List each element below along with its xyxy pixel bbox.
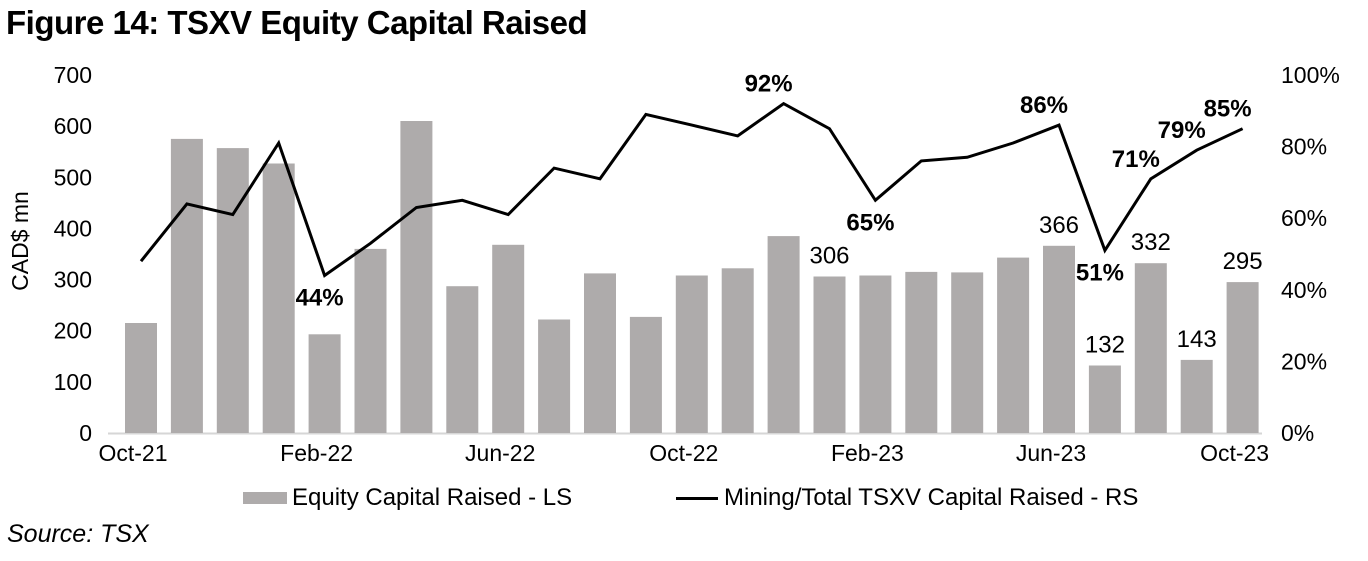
bar-series-swatch	[243, 492, 287, 504]
source-note: Source: TSX	[7, 520, 149, 548]
bar-Dec-22	[767, 236, 800, 433]
line-value-label-Feb-22: 44%	[296, 285, 344, 312]
bar-Oct-21	[125, 323, 157, 433]
line-value-label-Sep-23: 79%	[1158, 117, 1206, 144]
left-axis-title: CAD$ mn	[7, 191, 33, 291]
bar-Feb-23	[859, 275, 892, 433]
x-axis-tick-Oct-22: Oct-22	[649, 440, 718, 466]
bar-Oct-22	[675, 275, 708, 433]
legend-item-mining-ratio: Mining/Total TSXV Capital Raised - RS	[676, 484, 1138, 512]
left-axis-tick-600: 600	[54, 113, 92, 139]
x-axis-tick-Oct-23: Oct-23	[1200, 440, 1269, 466]
legend-label-line: Mining/Total TSXV Capital Raised - RS	[724, 484, 1139, 511]
bar-Apr-23	[951, 272, 984, 433]
right-axis-tick-80: 80%	[1281, 134, 1327, 160]
left-axis-tick-700: 700	[54, 62, 92, 88]
right-axis-tick-20: 20%	[1281, 348, 1327, 374]
x-axis-tick-Jun-22: Jun-22	[465, 440, 535, 466]
legend-item-equity-capital: Equity Capital Raised - LS	[243, 484, 572, 512]
bar-Jul-22	[538, 319, 571, 433]
left-axis-tick-100: 100	[54, 369, 92, 395]
line-series-mining-ratio	[139, 101, 1244, 278]
left-axis-tick-500: 500	[54, 164, 92, 190]
x-axis-tick-Feb-22: Feb-22	[280, 440, 353, 466]
bar-Jan-22	[262, 163, 295, 433]
bar-value-label-Jan-23: 306	[809, 243, 849, 270]
bar-Dec-21	[216, 148, 249, 433]
bar-Nov-21	[170, 138, 203, 433]
bar-May-22	[446, 286, 479, 433]
chart-title: Figure 14: TSXV Equity Capital Raised	[6, 4, 588, 41]
left-axis-tick-200: 200	[54, 318, 92, 344]
bar-May-23	[997, 257, 1030, 433]
bar-Jun-23	[1043, 245, 1075, 433]
line-value-label-Jun-23: 86%	[1020, 92, 1068, 119]
bar-value-label-Sep-23: 143	[1177, 326, 1217, 353]
bar-Jul-23	[1088, 365, 1121, 433]
bar-Feb-22	[308, 334, 341, 433]
bar-Jan-23	[813, 276, 846, 433]
bar-Jun-22	[492, 244, 525, 433]
bar-value-label-Jun-23: 366	[1039, 212, 1079, 239]
bar-value-label-Oct-23: 295	[1223, 248, 1263, 275]
line-series-swatch	[676, 496, 718, 500]
left-axis-tick-400: 400	[54, 215, 92, 241]
bar-value-label-Aug-23: 332	[1131, 229, 1171, 256]
bar-Mar-23	[905, 271, 938, 433]
legend-label-bar: Equity Capital Raised - LS	[292, 484, 573, 511]
bar-value-label-Jul-23: 132	[1085, 332, 1125, 359]
x-axis-tick-Feb-23: Feb-23	[831, 440, 904, 466]
bar-Mar-22	[354, 248, 387, 433]
bar-Sep-22	[629, 316, 662, 433]
right-axis-tick-60: 60%	[1281, 205, 1327, 231]
right-axis-tick-0: 0%	[1281, 420, 1314, 446]
bar-Aug-22	[584, 273, 616, 433]
bar-Sep-23	[1180, 359, 1213, 433]
right-axis-tick-100: 100%	[1281, 62, 1340, 88]
chart-canvas: 700 600 500 400 300 200 100 0 CAD$ mn 100% 80% 60% 4…	[7, 62, 1340, 466]
bar-Apr-22	[400, 121, 433, 433]
bar-Oct-23	[1226, 282, 1259, 433]
x-axis-tick-Oct-21: Oct-21	[98, 440, 167, 466]
line-value-label-Jul-23: 51%	[1076, 259, 1124, 286]
bar-Aug-23	[1134, 263, 1167, 433]
bar-Nov-22	[721, 268, 754, 433]
line-value-label-Feb-23: 65%	[846, 209, 894, 236]
left-axis-tick-0: 0	[79, 420, 92, 446]
left-axis-tick-300: 300	[54, 267, 92, 293]
line-value-label-Dec-22: 92%	[745, 71, 793, 98]
line-value-label-Oct-23: 85%	[1204, 96, 1252, 123]
x-axis-tick-Jun-23: Jun-23	[1016, 440, 1086, 466]
right-axis-tick-40: 40%	[1281, 277, 1327, 303]
line-value-label-Aug-23: 71%	[1112, 146, 1160, 173]
